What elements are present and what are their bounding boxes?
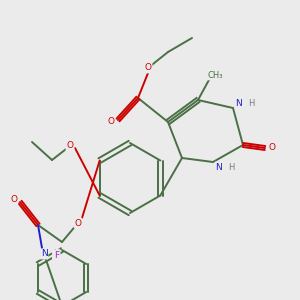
Text: N: N: [216, 163, 222, 172]
Text: H: H: [228, 163, 234, 172]
Text: O: O: [107, 118, 115, 127]
Text: N: N: [40, 250, 47, 259]
Text: H: H: [248, 100, 254, 109]
Text: O: O: [74, 218, 82, 227]
Text: O: O: [67, 142, 73, 151]
Text: O: O: [145, 64, 152, 73]
Text: F: F: [54, 250, 60, 260]
Text: O: O: [268, 143, 275, 152]
Text: H: H: [53, 250, 59, 259]
Text: O: O: [11, 194, 17, 203]
Text: CH₃: CH₃: [207, 70, 223, 80]
Text: N: N: [236, 100, 242, 109]
